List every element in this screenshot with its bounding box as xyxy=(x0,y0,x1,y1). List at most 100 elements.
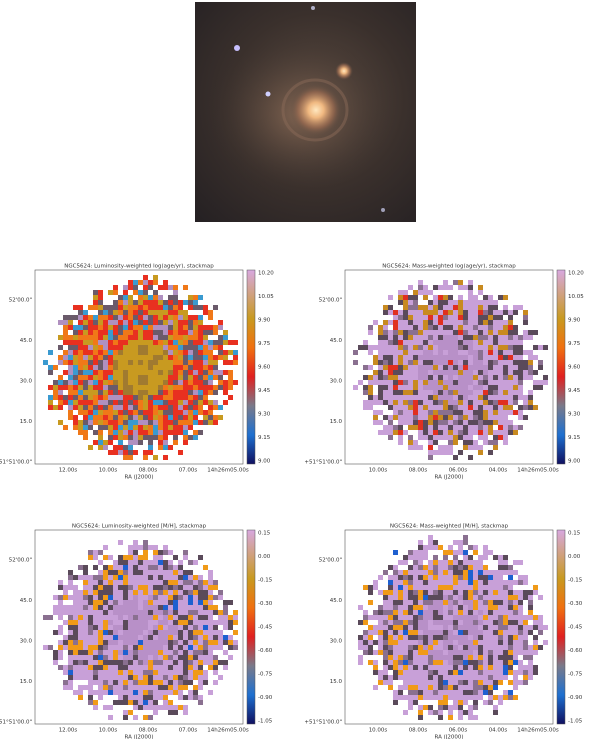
map-pixel xyxy=(133,600,138,605)
map-pixel xyxy=(428,635,433,640)
map-pixel xyxy=(143,420,148,425)
map-pixel xyxy=(153,375,158,380)
map-pixel xyxy=(73,650,78,655)
map-pixel xyxy=(198,315,203,320)
map-pixel xyxy=(473,320,478,325)
map-pixel xyxy=(98,380,103,385)
map-pixel xyxy=(528,615,533,620)
map-pixel xyxy=(98,435,103,440)
map-pixel xyxy=(373,665,378,670)
map-pixel xyxy=(503,335,508,340)
map-pixel xyxy=(388,375,393,380)
map-pixel xyxy=(203,395,208,400)
map-pixel xyxy=(123,685,128,690)
map-pixel xyxy=(123,700,128,705)
map-pixel xyxy=(388,615,393,620)
map-pixel xyxy=(178,375,183,380)
map-pixel xyxy=(503,595,508,600)
map-pixel xyxy=(528,630,533,635)
map-pixel xyxy=(418,665,423,670)
map-pixel xyxy=(188,650,193,655)
map-pixel xyxy=(498,670,503,675)
map-pixel xyxy=(433,385,438,390)
map-pixel xyxy=(373,660,378,665)
map-pixel xyxy=(218,620,223,625)
map-pixel xyxy=(198,320,203,325)
map-pixel xyxy=(158,355,163,360)
map-pixel xyxy=(178,625,183,630)
map-pixel xyxy=(128,580,133,585)
map-pixel xyxy=(488,550,493,555)
map-pixel xyxy=(83,630,88,635)
map-pixel xyxy=(158,650,163,655)
map-pixel xyxy=(448,305,453,310)
map-pixel xyxy=(503,395,508,400)
map-pixel xyxy=(418,605,423,610)
map-pixel xyxy=(448,670,453,675)
map-pixel xyxy=(453,345,458,350)
map-pixel xyxy=(468,705,473,710)
colorbar-tick-label: 9.30 xyxy=(258,412,271,418)
map-pixel xyxy=(103,360,108,365)
map-pixel xyxy=(158,640,163,645)
map-pixel xyxy=(463,345,468,350)
map-pixel xyxy=(198,355,203,360)
map-pixel xyxy=(518,390,523,395)
map-pixel xyxy=(208,365,213,370)
map-pixel xyxy=(428,625,433,630)
map-pixel xyxy=(138,620,143,625)
map-pixel xyxy=(408,285,413,290)
map-pixel xyxy=(418,655,423,660)
map-pixel xyxy=(468,620,473,625)
map-pixel xyxy=(173,705,178,710)
map-pixel xyxy=(503,620,508,625)
map-pixel xyxy=(468,325,473,330)
map-pixel xyxy=(523,645,528,650)
map-pixel xyxy=(108,350,113,355)
map-pixel xyxy=(413,330,418,335)
map-pixel xyxy=(373,380,378,385)
map-pixel xyxy=(498,320,503,325)
map-pixel xyxy=(208,330,213,335)
map-pixel xyxy=(528,355,533,360)
map-pixel xyxy=(483,585,488,590)
map-pixel xyxy=(128,295,133,300)
map-pixel xyxy=(88,425,93,430)
map-pixel xyxy=(433,635,438,640)
map-pixel xyxy=(488,300,493,305)
map-pixel xyxy=(428,395,433,400)
map-pixel xyxy=(388,635,393,640)
map-pixel xyxy=(468,330,473,335)
map-pixel xyxy=(188,585,193,590)
map-pixel xyxy=(398,350,403,355)
map-pixel xyxy=(108,575,113,580)
map-pixel xyxy=(398,295,403,300)
map-pixel xyxy=(388,645,393,650)
map-pixel xyxy=(218,590,223,595)
map-pixel xyxy=(418,335,423,340)
map-pixel xyxy=(418,590,423,595)
map-pixel xyxy=(508,400,513,405)
map-pixel xyxy=(78,595,83,600)
map-pixel xyxy=(473,665,478,670)
map-pixel xyxy=(98,600,103,605)
map-pixel xyxy=(103,685,108,690)
map-pixel xyxy=(478,645,483,650)
map-pixel xyxy=(213,390,218,395)
map-pixel xyxy=(223,355,228,360)
map-pixel xyxy=(148,615,153,620)
map-pixel xyxy=(113,370,118,375)
map-pixel xyxy=(463,305,468,310)
map-pixel xyxy=(113,660,118,665)
map-pixel xyxy=(533,665,538,670)
map-pixel xyxy=(413,660,418,665)
map-pixel xyxy=(488,695,493,700)
map-pixel xyxy=(163,680,168,685)
map-pixel xyxy=(148,675,153,680)
map-pixel xyxy=(63,400,68,405)
map-pixel xyxy=(488,330,493,335)
map-pixel xyxy=(473,305,478,310)
map-pixel xyxy=(408,440,413,445)
map-pixel xyxy=(408,655,413,660)
map-pixel xyxy=(98,430,103,435)
